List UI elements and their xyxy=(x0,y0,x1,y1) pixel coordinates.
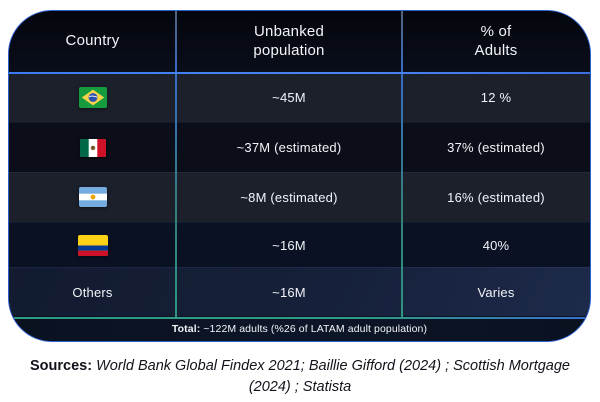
table-row-brazil: ~45M 12 % xyxy=(9,72,590,123)
total-value: ~122M adults (%26 of LATAM adult populat… xyxy=(200,322,428,335)
unbanked-value: ~37M (estimated) xyxy=(236,140,342,156)
pct-adults-value: Varies xyxy=(477,284,515,300)
table-row-colombia: ~16M 40% xyxy=(9,221,590,268)
table-header-row: Country Unbanked population % of Adults xyxy=(9,11,590,73)
unbanked-value: ~16M xyxy=(272,237,306,253)
pct-adults-cell: 16% (estimated) xyxy=(402,173,590,222)
unbanked-cell: ~45M xyxy=(176,74,402,123)
pct-adults-cell: 37% (estimated) xyxy=(402,123,590,172)
unbanked-table-card: Country Unbanked population % of Adults … xyxy=(8,10,591,342)
table-row-argentina: ~8M (estimated) 16% (estimated) xyxy=(9,172,590,222)
colombia-flag-icon xyxy=(77,234,108,256)
table-row-others: Others ~16M Varies xyxy=(9,267,590,317)
country-cell xyxy=(9,123,176,172)
pct-adults-value: 16% (estimated) xyxy=(447,189,545,205)
brazil-flag-icon xyxy=(78,87,107,109)
total-label: Total: xyxy=(171,322,201,335)
country-cell: Others xyxy=(9,268,176,316)
country-cell xyxy=(9,74,176,123)
pct-adults-value: 37% (estimated) xyxy=(447,140,545,156)
others-label: Others xyxy=(72,284,113,300)
column-header-pct-adults-label: % of Adults xyxy=(474,23,518,59)
sources-text: World Bank Global Findex 2021; Baillie G… xyxy=(92,358,570,396)
pct-adults-value: 12 % xyxy=(480,90,512,106)
column-header-pct-adults: % of Adults xyxy=(402,11,590,73)
country-cell xyxy=(9,223,176,268)
unbanked-value: ~16M xyxy=(272,284,306,300)
pct-adults-cell: 12 % xyxy=(402,74,590,123)
country-cell xyxy=(9,173,176,222)
sources-footnote: Sources: World Bank Global Findex 2021; … xyxy=(30,356,570,398)
pct-adults-cell: 40% xyxy=(402,223,590,268)
mexico-flag-icon xyxy=(79,138,106,157)
unbanked-cell: ~16M xyxy=(176,268,402,316)
unbanked-value: ~45M xyxy=(272,90,306,106)
total-summary-bar: Total: ~122M adults (%26 of LATAM adult … xyxy=(9,316,590,341)
column-header-unbanked: Unbanked population xyxy=(176,11,402,73)
column-header-unbanked-label: Unbanked population xyxy=(253,23,325,59)
unbanked-cell: ~16M xyxy=(176,223,402,268)
table-row-mexico: ~37M (estimated) 37% (estimated) xyxy=(9,122,590,173)
unbanked-value: ~8M (estimated) xyxy=(240,189,338,205)
argentina-flag-icon xyxy=(78,187,107,208)
unbanked-cell: ~8M (estimated) xyxy=(176,173,402,222)
unbanked-cell: ~37M (estimated) xyxy=(176,123,402,172)
column-header-country: Country xyxy=(9,11,176,73)
sources-label: Sources: xyxy=(30,358,93,374)
pct-adults-cell: Varies xyxy=(402,268,590,316)
column-header-country-label: Country xyxy=(65,32,120,50)
pct-adults-value: 40% xyxy=(482,237,510,253)
